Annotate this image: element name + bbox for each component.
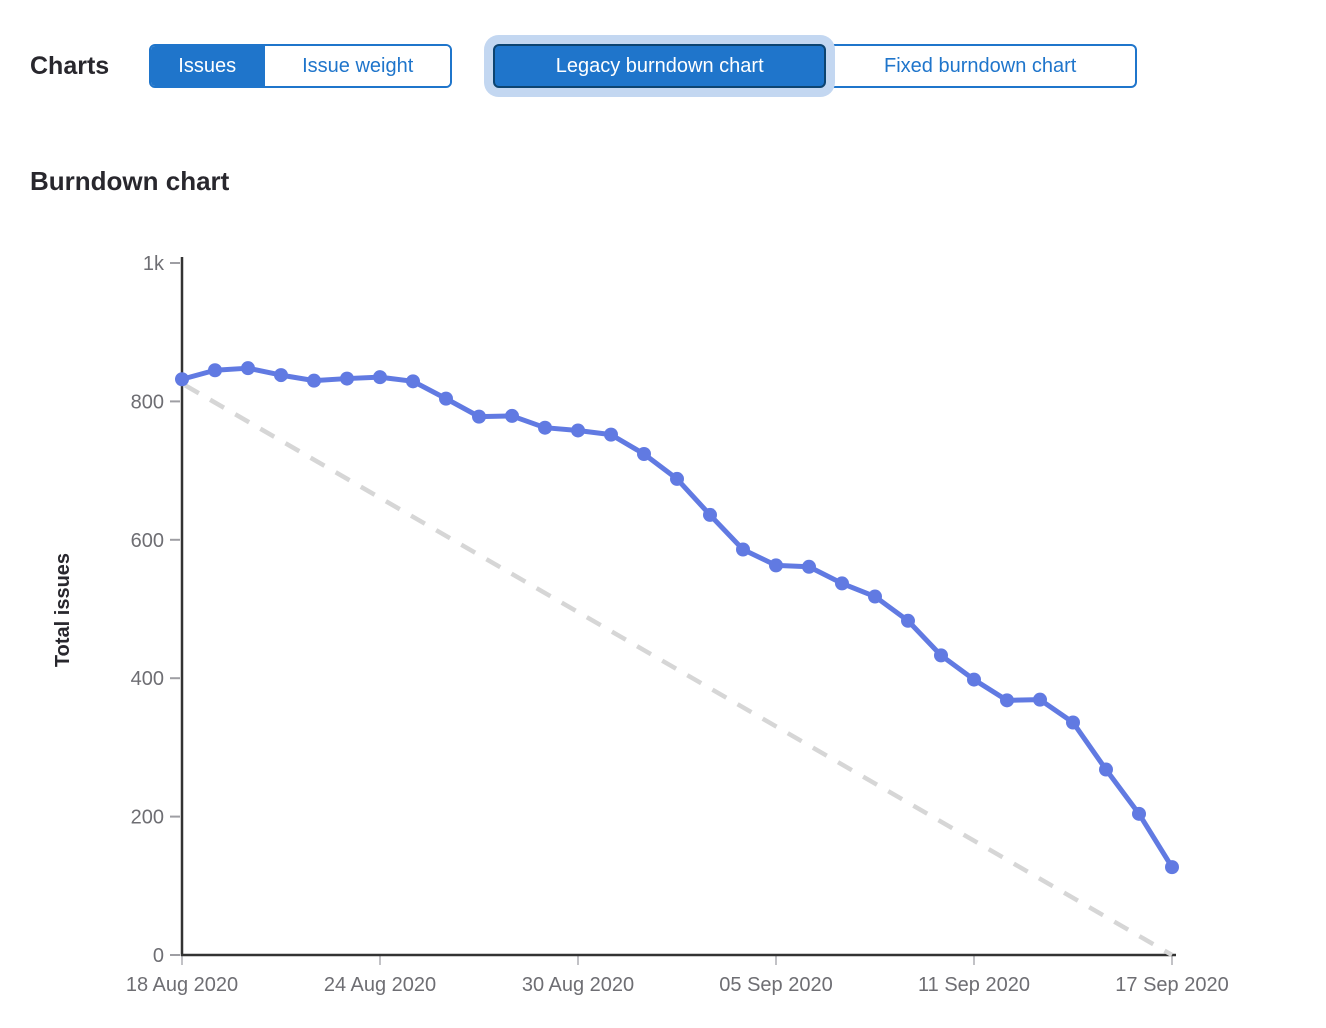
data-point[interactable] — [901, 613, 915, 628]
chart-type-toggle-group: Legacy burndown chart Fixed burndown cha… — [493, 44, 1138, 88]
x-tick-label: 18 Aug 2020 — [126, 974, 238, 996]
data-point[interactable] — [406, 374, 420, 389]
y-tick-label: 400 — [131, 668, 164, 690]
data-point[interactable] — [1132, 806, 1146, 821]
legacy-burndown-chart-button[interactable]: Legacy burndown chart — [493, 44, 827, 88]
data-point[interactable] — [1165, 860, 1179, 875]
charts-header: Charts Issues Issue weight Legacy burndo… — [30, 44, 1138, 88]
x-tick-label: 17 Sep 2020 — [1115, 974, 1228, 996]
data-point[interactable] — [538, 420, 552, 435]
y-tick-label: 800 — [131, 391, 164, 413]
burndown-chart: 0 200 400 600 800 1k 18 Aug 2020 24 Aug 2020 30 … — [0, 240, 1326, 1028]
data-point[interactable] — [802, 559, 816, 574]
data-point[interactable] — [373, 370, 387, 385]
data-point[interactable] — [703, 507, 717, 522]
y-tick-label: 600 — [131, 530, 164, 552]
data-point[interactable] — [1033, 692, 1047, 707]
data-point[interactable] — [604, 427, 618, 442]
data-point[interactable] — [670, 471, 684, 486]
data-point[interactable] — [967, 672, 981, 687]
data-point[interactable] — [835, 576, 849, 591]
data-point[interactable] — [208, 363, 222, 378]
data-point[interactable] — [274, 368, 288, 383]
fixed-burndown-chart-button[interactable]: Fixed burndown chart — [825, 44, 1138, 88]
data-point[interactable] — [505, 408, 519, 423]
y-axis-title: Total issues — [52, 553, 74, 667]
metric-toggle-group: Issues Issue weight — [149, 44, 453, 88]
data-point[interactable] — [307, 373, 321, 388]
data-point[interactable] — [934, 648, 948, 663]
data-point[interactable] — [1000, 693, 1014, 708]
issues-toggle-button[interactable]: Issues — [151, 46, 264, 86]
y-tick-label: 1k — [143, 253, 165, 275]
data-point[interactable] — [175, 372, 189, 387]
data-point[interactable] — [868, 589, 882, 604]
x-tick-label: 24 Aug 2020 — [324, 974, 436, 996]
data-point[interactable] — [571, 423, 585, 438]
issues-series-line — [179, 365, 1175, 870]
issue-weight-toggle-button[interactable]: Issue weight — [263, 46, 451, 86]
data-point[interactable] — [340, 371, 354, 386]
data-point[interactable] — [439, 391, 453, 406]
data-point[interactable] — [769, 558, 783, 573]
y-tick-label: 200 — [131, 807, 164, 829]
section-title: Burndown chart — [30, 166, 230, 196]
data-point[interactable] — [241, 361, 255, 376]
x-tick-label: 11 Sep 2020 — [918, 974, 1030, 996]
data-point[interactable] — [637, 446, 651, 461]
charts-label: Charts — [30, 51, 110, 80]
burndown-chart-svg: 0 200 400 600 800 1k 18 Aug 2020 24 Aug 2020 30 … — [52, 253, 1229, 996]
data-point[interactable] — [1099, 762, 1113, 777]
x-tick-label: 05 Sep 2020 — [719, 974, 832, 996]
data-point[interactable] — [472, 409, 486, 424]
ideal-guideline — [183, 383, 1174, 957]
data-point[interactable] — [736, 542, 750, 557]
x-tick-label: 30 Aug 2020 — [522, 974, 634, 996]
data-point[interactable] — [1066, 715, 1080, 730]
y-tick-label: 0 — [153, 945, 164, 967]
